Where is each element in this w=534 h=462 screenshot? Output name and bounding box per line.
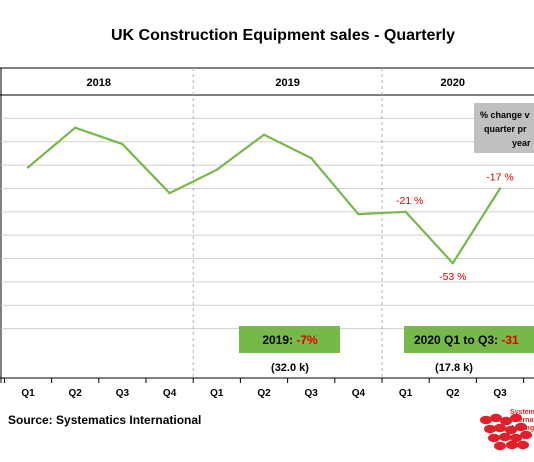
- logo-dot: [494, 441, 506, 451]
- logo-dot: [510, 413, 522, 423]
- logo-dot: [490, 413, 502, 423]
- logo-dot: [500, 416, 512, 426]
- note-line: % change v: [480, 110, 530, 120]
- data-point: [451, 262, 454, 265]
- logo-text: Systemat: [510, 409, 534, 416]
- data-point: [262, 133, 266, 136]
- category-label: Q2: [257, 388, 271, 399]
- data-point: [168, 191, 171, 195]
- summary-sub-2020: (17.8 k): [435, 362, 473, 374]
- logo-dot: [484, 424, 496, 434]
- data-point: [26, 166, 30, 169]
- annotation-label: -17 %: [486, 171, 513, 183]
- data-point: [121, 142, 124, 146]
- annotation-label: -21 %: [396, 195, 423, 207]
- data-point: [215, 168, 218, 171]
- category-label: Q1: [210, 388, 224, 399]
- logo-text: Adding: [510, 425, 534, 432]
- annotations: -21 % -53 % -17 %: [396, 171, 514, 283]
- data-point: [357, 212, 360, 216]
- summary-sub-2019: (32.0 k): [271, 362, 309, 374]
- summary-text-2019: 2019: -7%: [262, 333, 318, 347]
- series-line-group: [26, 126, 502, 265]
- note-box: % change v quarter pr year: [474, 103, 534, 153]
- category-label: Q1: [21, 388, 35, 399]
- note-box-bg: [474, 103, 534, 153]
- year-label-2018: 2018: [87, 77, 111, 89]
- annotation-label: -53 %: [439, 271, 466, 283]
- logo-text: Interna: [510, 417, 533, 424]
- category-label: Q4: [163, 388, 177, 399]
- note-line: quarter pr: [484, 124, 527, 134]
- plot-frame: [0, 67, 534, 383]
- category-labels: Q1 Q2 Q3 Q4 Q1 Q2 Q3 Q4 Q1 Q2 Q3: [21, 388, 507, 399]
- year-label-2019: 2019: [275, 77, 299, 89]
- category-label: Q1: [399, 388, 413, 399]
- logo-dot: [517, 440, 529, 450]
- series-line: [27, 126, 501, 265]
- category-label: Q2: [69, 388, 83, 399]
- summary-box-2019: [239, 326, 340, 353]
- logo: SystematInternaAdding: [480, 409, 534, 451]
- data-point: [404, 210, 407, 214]
- logo-dot: [506, 440, 518, 450]
- category-label: Q4: [352, 388, 366, 399]
- data-point: [310, 156, 313, 160]
- category-label: Q3: [116, 388, 130, 399]
- summary-text-2020: 2020 Q1 to Q3: -31: [414, 333, 519, 347]
- logo-dot: [488, 433, 500, 443]
- logo-dot: [515, 422, 527, 432]
- note-line: year: [512, 138, 531, 148]
- year-label-2020: 2020: [441, 77, 465, 89]
- year-labels: 2018 2019 2020: [87, 77, 465, 89]
- data-point: [498, 187, 502, 190]
- source-label: Source: Systematics International: [8, 413, 201, 427]
- chart-title: UK Construction Equipment sales - Quarte…: [111, 27, 455, 44]
- summary-box-2020: [404, 326, 534, 353]
- logo-dot: [480, 415, 492, 425]
- logo-dot: [505, 425, 517, 435]
- logo-dot: [499, 432, 511, 442]
- category-label: Q3: [305, 388, 319, 399]
- summary-boxes: 2019: -7% (32.0 k) 2020 Q1 to Q3: -31 (17.8…: [239, 326, 534, 374]
- logo-dot: [494, 423, 506, 433]
- category-label: Q2: [446, 388, 460, 399]
- logo-dot: [520, 430, 532, 440]
- data-point: [74, 126, 77, 129]
- logo-dot: [510, 433, 522, 443]
- category-label: Q3: [493, 388, 507, 399]
